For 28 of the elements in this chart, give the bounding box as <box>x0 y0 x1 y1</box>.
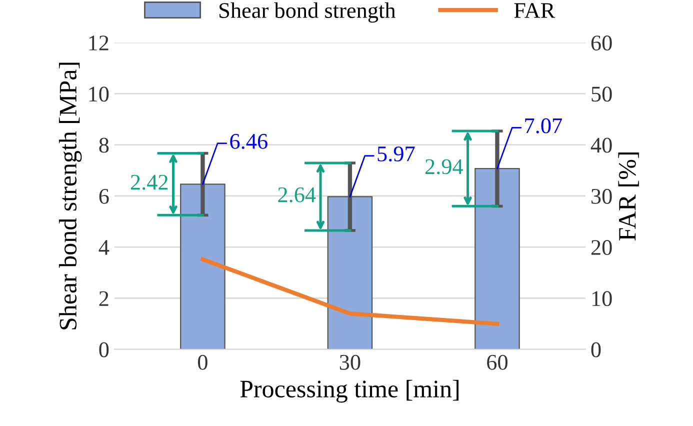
data-label: 7.07 <box>525 118 562 134</box>
y-tick-label: 6 <box>99 188 109 204</box>
annotation: 2.42 <box>130 174 168 190</box>
y2-tick-label: 30 <box>592 188 612 204</box>
y-tick-label: 12 <box>89 36 108 50</box>
data-label: 6.46 <box>230 134 268 149</box>
y-tick-label: 0 <box>99 342 109 358</box>
y-tick-label: 10 <box>89 86 109 102</box>
y-axis-title: Shear bond strength [MPa] <box>58 62 82 330</box>
y2-axis-title: FAR [%] <box>618 152 639 240</box>
x-axis-title: Processing time [min] <box>240 380 459 403</box>
y2-tick-label: 10 <box>592 291 612 306</box>
y-tick-label: 2 <box>99 291 108 306</box>
annotation: 2.64 <box>278 187 316 202</box>
annotation: 2.94 <box>425 159 464 174</box>
x-tick-label: 60 <box>487 354 508 370</box>
y2-tick-label: 20 <box>591 240 612 256</box>
y2-tick-label: 40 <box>590 138 612 153</box>
legend-label: Shear bond strength <box>220 2 396 23</box>
y2-tick-label: 0 <box>591 342 601 358</box>
data-label: 5.97 <box>378 146 415 162</box>
y2-tick-label: 50 <box>592 86 612 102</box>
legend-label: FAR <box>514 3 556 18</box>
x-tick-label: 0 <box>198 354 208 370</box>
y2-tick-label: 60 <box>591 36 612 51</box>
y-tick-label: 4 <box>98 240 110 255</box>
x-tick-label: 30 <box>340 354 360 370</box>
y-tick-label: 8 <box>99 138 109 153</box>
